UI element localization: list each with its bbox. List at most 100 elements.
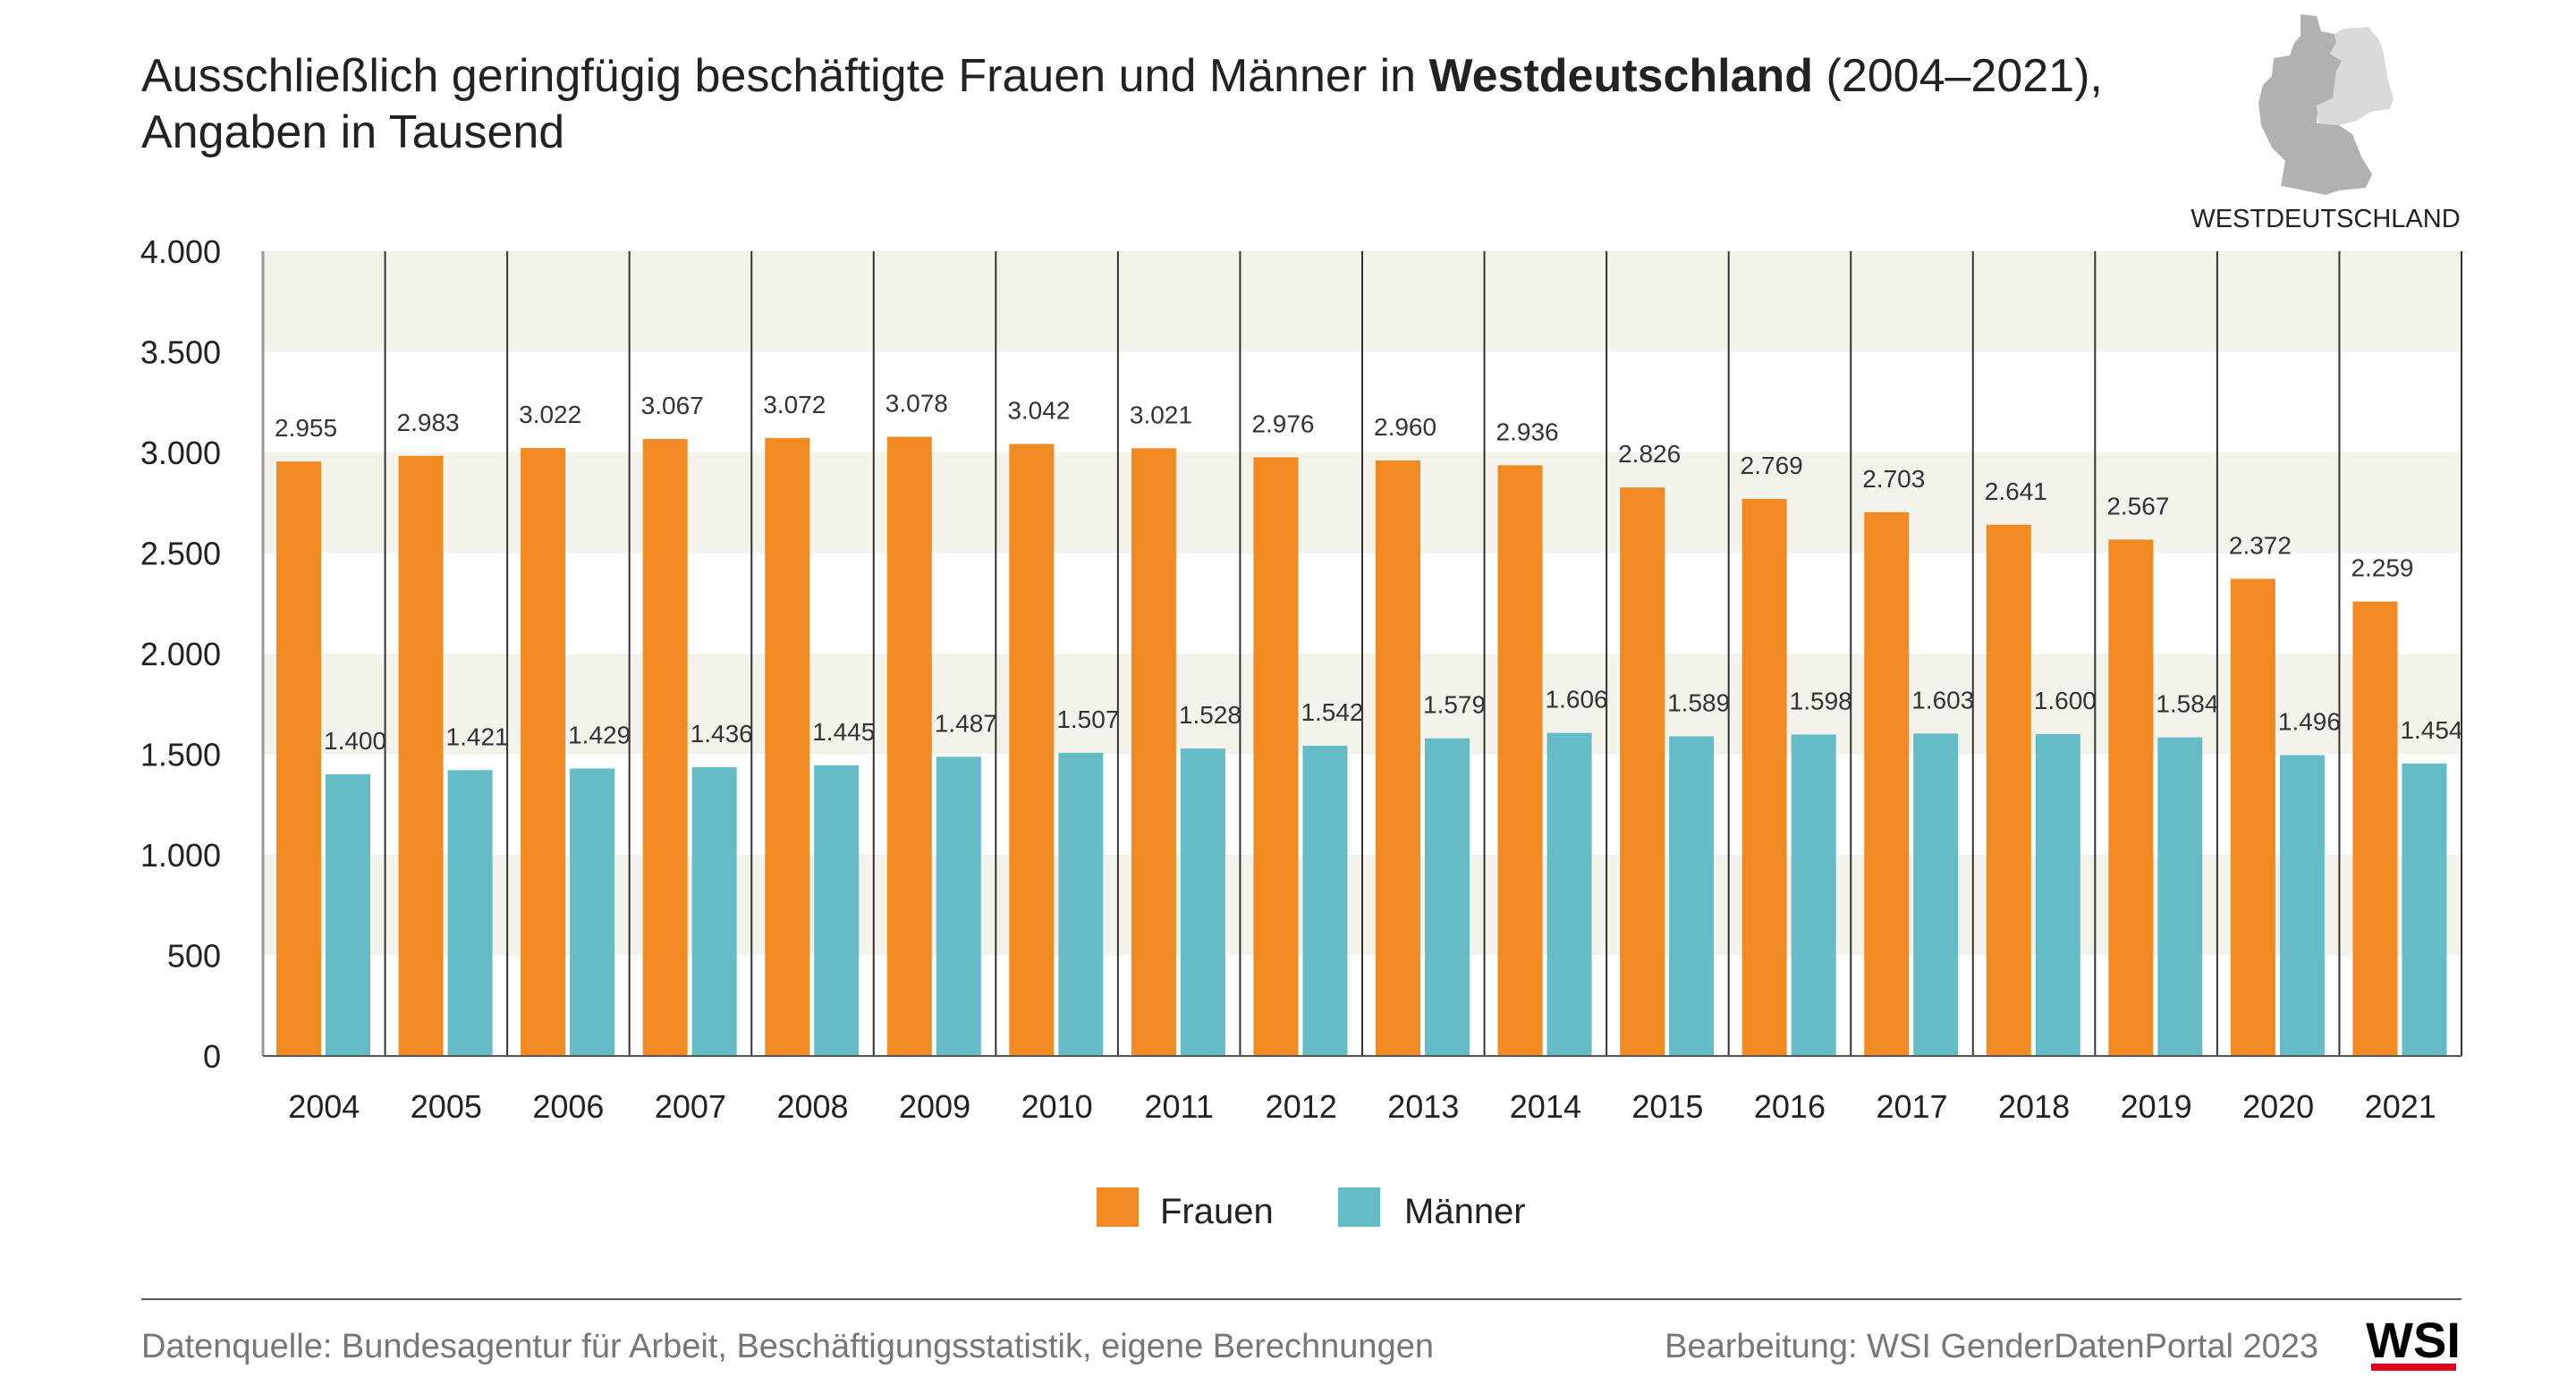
legend-label-maenner: Männer xyxy=(1404,1192,1526,1231)
data-label-maenner: 1.496 xyxy=(2278,707,2341,735)
data-label-maenner: 1.584 xyxy=(2156,690,2218,718)
data-label-frauen: 2.641 xyxy=(1985,477,2047,505)
bar-maenner xyxy=(570,768,615,1056)
bar-frauen xyxy=(1620,487,1665,1056)
y-tick-label: 3.500 xyxy=(140,334,221,371)
data-label-frauen: 2.259 xyxy=(2351,554,2413,582)
data-label-maenner: 1.589 xyxy=(1667,688,1730,716)
data-label-maenner: 1.436 xyxy=(691,720,753,748)
bar-frauen xyxy=(642,438,688,1056)
bar-maenner xyxy=(1791,734,1836,1056)
map-label: WESTDEUTSCHLAND xyxy=(2190,205,2460,233)
map-west-region xyxy=(2258,14,2372,195)
footer-source: Datenquelle: Bundesagentur für Arbeit, B… xyxy=(141,1328,1434,1365)
data-label-frauen: 3.072 xyxy=(763,391,826,418)
x-tick-label: 2011 xyxy=(1144,1088,1213,1125)
footer-credit: Bearbeitung: WSI GenderDatenPortal 2023 xyxy=(1665,1328,2318,1365)
bar-maenner xyxy=(2157,737,2203,1056)
x-tick-label: 2021 xyxy=(2365,1088,2436,1125)
data-label-maenner: 1.454 xyxy=(2400,716,2462,744)
y-tick-label: 2.000 xyxy=(140,636,221,672)
bar-frauen xyxy=(398,455,444,1056)
x-tick-label: 2008 xyxy=(776,1088,848,1125)
data-label-maenner: 1.400 xyxy=(324,727,386,755)
x-tick-label: 2018 xyxy=(1998,1088,2070,1125)
bar-frauen xyxy=(1376,460,1420,1056)
bar-frauen xyxy=(521,448,566,1056)
y-tick-label: 4.000 xyxy=(140,233,221,270)
data-label-frauen: 2.826 xyxy=(1618,440,1681,468)
bar-maenner xyxy=(1058,752,1104,1056)
data-label-maenner: 1.542 xyxy=(1301,698,1363,726)
bar-maenner xyxy=(1669,736,1715,1056)
y-tick-label: 1.000 xyxy=(140,837,221,874)
bar-maenner xyxy=(2035,734,2080,1056)
data-label-maenner: 1.487 xyxy=(935,709,997,737)
bar-maenner xyxy=(447,770,493,1056)
bar-maenner xyxy=(1546,732,1592,1056)
wsi-logo: WSI xyxy=(2366,1312,2461,1371)
x-tick-label: 2016 xyxy=(1754,1088,1826,1125)
legend-swatch-frauen xyxy=(1097,1187,1139,1227)
legend-label-frauen: Frauen xyxy=(1160,1192,1274,1231)
data-label-maenner: 1.445 xyxy=(812,718,875,746)
data-label-frauen: 3.067 xyxy=(641,392,704,419)
data-label-maenner: 1.507 xyxy=(1056,705,1119,733)
bar-frauen xyxy=(2230,579,2275,1056)
data-label-maenner: 1.528 xyxy=(1179,701,1241,729)
y-tick-label: 500 xyxy=(167,938,221,975)
germany-map: WESTDEUTSCHLAND xyxy=(2190,14,2461,233)
data-label-frauen: 3.078 xyxy=(886,389,948,417)
x-tick-label: 2010 xyxy=(1021,1088,1093,1125)
map-east-region xyxy=(2317,27,2394,125)
bar-frauen xyxy=(1741,498,1787,1056)
bar-maenner xyxy=(814,765,860,1056)
data-label-frauen: 3.022 xyxy=(519,401,581,428)
data-label-frauen: 2.983 xyxy=(397,409,460,436)
y-tick-label: 0 xyxy=(203,1038,221,1075)
bar-maenner xyxy=(2402,763,2447,1056)
bar-frauen xyxy=(886,436,932,1056)
wsi-logo-underline xyxy=(2371,1364,2456,1371)
data-label-frauen: 2.372 xyxy=(2229,531,2292,559)
y-axis-ticks: 0 500 1.000 1.500 2.000 2.500 3.000 3.500 4.000 xyxy=(140,233,221,1075)
bar-maenner xyxy=(1913,733,1959,1056)
x-tick-label: 2009 xyxy=(899,1088,970,1125)
bar-maenner xyxy=(326,774,370,1056)
wsi-logo-text: WSI xyxy=(2366,1312,2461,1368)
x-tick-label: 2012 xyxy=(1266,1088,1337,1125)
bar-frauen xyxy=(1864,511,1910,1056)
data-label-maenner: 1.421 xyxy=(446,722,509,750)
bar-maenner xyxy=(2279,755,2325,1056)
data-label-frauen: 2.703 xyxy=(1862,465,1925,493)
bar-maenner xyxy=(691,766,737,1056)
data-label-frauen: 3.021 xyxy=(1130,401,1192,428)
data-label-maenner: 1.606 xyxy=(1546,686,1608,714)
bar-frauen xyxy=(1253,457,1299,1056)
bar-maenner xyxy=(1180,748,1225,1056)
legend-swatch-maenner xyxy=(1338,1187,1380,1227)
data-label-maenner: 1.603 xyxy=(1911,686,1974,714)
x-tick-label: 2006 xyxy=(532,1088,604,1125)
data-label-frauen: 2.769 xyxy=(1741,452,1803,479)
y-tick-label: 2.500 xyxy=(140,536,221,572)
data-label-frauen: 2.976 xyxy=(1251,410,1314,437)
x-tick-label: 2017 xyxy=(1876,1088,1947,1125)
bar-frauen xyxy=(1009,444,1055,1056)
bar-frauen xyxy=(765,437,810,1056)
data-label-maenner: 1.598 xyxy=(1790,687,1852,714)
bar-frauen xyxy=(2352,601,2398,1056)
bar-frauen xyxy=(1986,524,2031,1056)
bar-frauen xyxy=(1131,448,1176,1056)
x-tick-label: 2005 xyxy=(411,1088,482,1125)
legend: Frauen Männer xyxy=(1097,1187,1526,1231)
x-tick-label: 2019 xyxy=(2121,1088,2192,1125)
x-tick-label: 2014 xyxy=(1510,1088,1581,1125)
data-label-frauen: 2.936 xyxy=(1496,418,1559,445)
data-label-frauen: 2.955 xyxy=(275,414,337,442)
bar-maenner xyxy=(1425,738,1470,1056)
data-label-maenner: 1.429 xyxy=(568,721,631,748)
bar-maenner xyxy=(1302,746,1348,1056)
bar-frauen xyxy=(276,461,321,1056)
